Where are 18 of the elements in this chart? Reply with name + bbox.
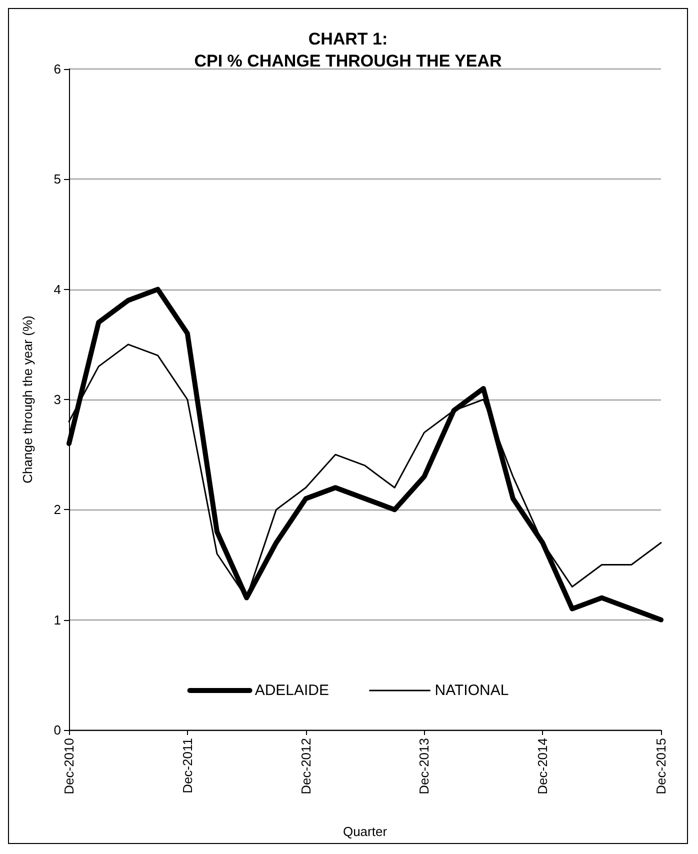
y-axis-title: Change through the year (%) xyxy=(20,316,35,484)
legend-label: NATIONAL xyxy=(434,682,509,699)
x-axis-title: Quarter xyxy=(342,824,388,839)
y-tick-label: 4 xyxy=(54,282,61,297)
legend-label: ADELAIDE xyxy=(254,682,330,699)
x-tick-label: Dec-2012 xyxy=(298,738,314,794)
y-tick-label: 5 xyxy=(54,172,61,187)
y-tick-label: 0 xyxy=(54,722,61,738)
x-tick-label: Dec-2014 xyxy=(535,738,550,794)
y-tick-label: 6 xyxy=(54,62,61,76)
x-tick-label: Dec-2011 xyxy=(180,738,195,794)
y-tick-label: 1 xyxy=(54,612,61,628)
x-tick-label: Dec-2010 xyxy=(62,738,76,794)
x-tick-label: Dec-2013 xyxy=(416,738,432,794)
y-tick-label: 3 xyxy=(54,392,61,407)
x-tick-label: Dec-2015 xyxy=(654,738,668,794)
y-tick-label: 2 xyxy=(54,502,61,518)
chart-title: CHART 1: CPI % CHANGE THROUGH THE YEAR xyxy=(194,30,502,70)
